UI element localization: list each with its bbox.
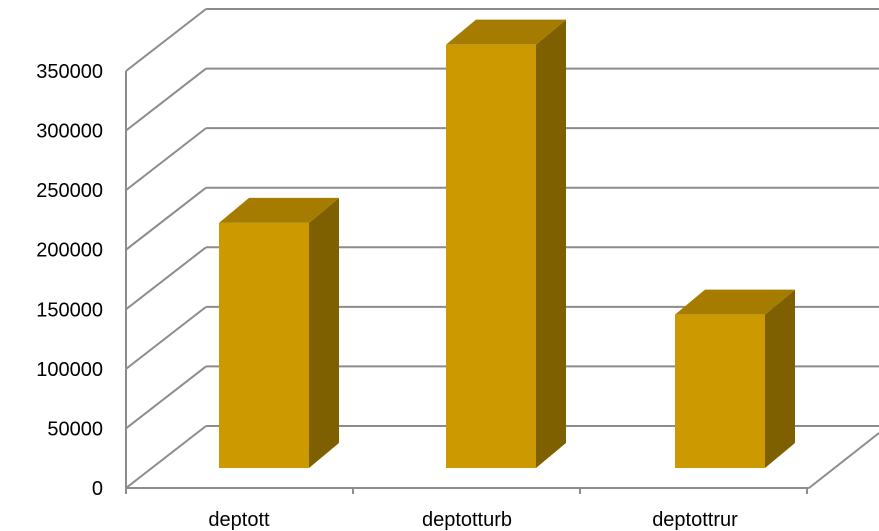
bar xyxy=(675,289,795,468)
floor xyxy=(125,71,879,494)
bar-side xyxy=(309,197,339,468)
x-axis-labels: deptott deptotturb deptottrur xyxy=(208,509,738,531)
bars xyxy=(219,19,795,469)
x-category-label: deptottrur xyxy=(652,509,738,531)
y-tick-label: 150000 xyxy=(36,299,103,321)
y-tick-label: 250000 xyxy=(36,180,103,202)
bar xyxy=(446,19,566,469)
bar-front xyxy=(219,222,309,468)
bar-top xyxy=(675,289,795,315)
x-category-label: deptott xyxy=(208,509,270,531)
x-category-label: deptotturb xyxy=(422,509,512,531)
y-tick-label: 300000 xyxy=(36,121,103,143)
bar xyxy=(219,197,339,468)
y-tick-label: 0 xyxy=(92,478,103,500)
bar-front xyxy=(446,44,536,469)
y-tick-label: 100000 xyxy=(36,359,103,381)
bar-side xyxy=(536,19,566,469)
bar-front xyxy=(675,314,765,468)
y-tick-label: 350000 xyxy=(36,61,103,83)
gridline xyxy=(125,8,879,72)
bar-side xyxy=(765,289,795,468)
bar-top xyxy=(446,19,566,45)
y-tick-label: 200000 xyxy=(36,240,103,262)
bar-top xyxy=(219,197,339,223)
y-tick-label: 50000 xyxy=(47,418,103,440)
y-axis-ticks: 0 50000 100000 150000 200000 250000 300000 3500… xyxy=(36,61,103,500)
